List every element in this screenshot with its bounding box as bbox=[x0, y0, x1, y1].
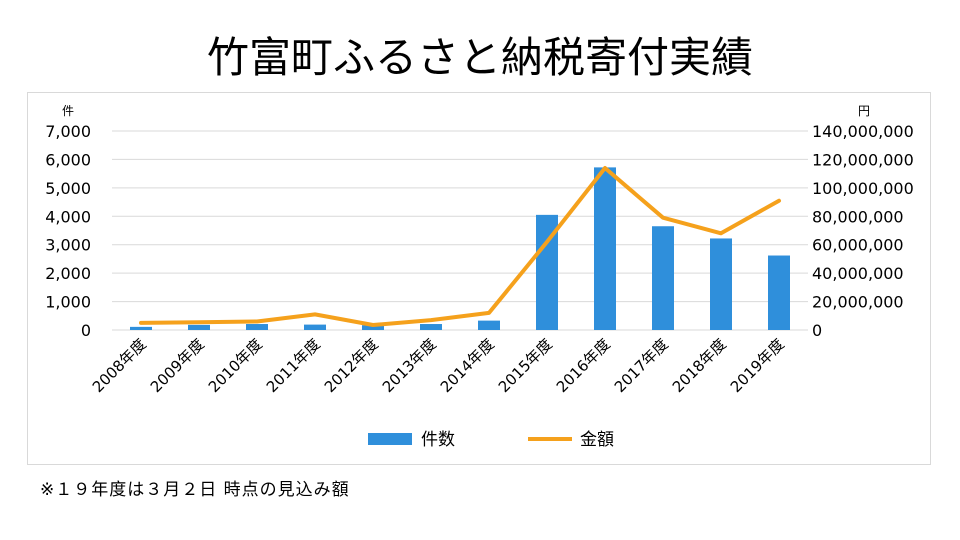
page-title: 竹富町ふるさと納税寄付実績 bbox=[206, 33, 753, 82]
x-tick-label: 2014年度 bbox=[437, 335, 498, 396]
bar bbox=[420, 324, 442, 330]
bar bbox=[304, 324, 326, 330]
y-left-tick-label: 3,000 bbox=[45, 236, 91, 255]
x-tick-label: 2016年度 bbox=[553, 335, 614, 396]
x-tick-label: 2008年度 bbox=[89, 335, 150, 396]
x-tick-label: 2013年度 bbox=[379, 335, 440, 396]
bar bbox=[188, 324, 210, 330]
y-right-tick-label: 80,000,000 bbox=[812, 207, 904, 226]
bar bbox=[362, 325, 384, 330]
y-right-tick-label: 0 bbox=[812, 321, 822, 340]
x-tick-label: 2009年度 bbox=[147, 335, 208, 396]
bar bbox=[594, 167, 616, 330]
y-right-tick-label: 120,000,000 bbox=[812, 150, 914, 169]
bar bbox=[246, 324, 268, 330]
x-tick-label: 2019年度 bbox=[727, 335, 788, 396]
y-right-tick-label: 40,000,000 bbox=[812, 264, 904, 283]
y-left-unit: 件 bbox=[62, 104, 74, 118]
x-tick-label: 2018年度 bbox=[669, 335, 730, 396]
bar bbox=[710, 238, 732, 330]
bar bbox=[768, 255, 790, 330]
y-right-tick-label: 140,000,000 bbox=[812, 122, 914, 141]
y-right-tick-label: 60,000,000 bbox=[812, 236, 904, 255]
chart-area: 0 1,000 2,000 3,000 4,000 5,000 6,000 7,000 0 20,… bbox=[27, 92, 931, 465]
legend-label-count: 件数 bbox=[421, 430, 455, 450]
y-right-tick-label: 100,000,000 bbox=[812, 179, 914, 198]
legend-swatch-count bbox=[368, 433, 412, 445]
y-left-tick-label: 0 bbox=[81, 321, 91, 340]
y-left-tick-label: 6,000 bbox=[45, 150, 91, 169]
y-left-tick-label: 7,000 bbox=[45, 122, 91, 141]
x-tick-label: 2015年度 bbox=[495, 335, 556, 396]
line-series-amount bbox=[139, 166, 781, 327]
x-tick-label: 2011年度 bbox=[263, 335, 324, 396]
y-left-tick-label: 5,000 bbox=[45, 179, 91, 198]
combo-chart: 0 1,000 2,000 3,000 4,000 5,000 6,000 7,000 0 20,… bbox=[45, 104, 914, 450]
x-tick-label: 2010年度 bbox=[205, 335, 266, 396]
x-tick-label: 2017年度 bbox=[611, 335, 672, 396]
x-tick-label: 2012年度 bbox=[321, 335, 382, 396]
footnote: ※１９年度は３月２日 時点の見込み額 bbox=[40, 480, 350, 500]
bar bbox=[478, 320, 500, 330]
bar bbox=[652, 226, 674, 330]
y-left-tick-label: 2,000 bbox=[45, 264, 91, 283]
y-right-tick-label: 20,000,000 bbox=[812, 293, 904, 312]
y-left-tick-label: 4,000 bbox=[45, 207, 91, 226]
bar bbox=[130, 326, 152, 330]
bar bbox=[536, 214, 558, 330]
y-left-tick-label: 1,000 bbox=[45, 293, 91, 312]
legend-label-amount: 金額 bbox=[580, 430, 614, 450]
y-right-unit: 円 bbox=[858, 104, 870, 118]
